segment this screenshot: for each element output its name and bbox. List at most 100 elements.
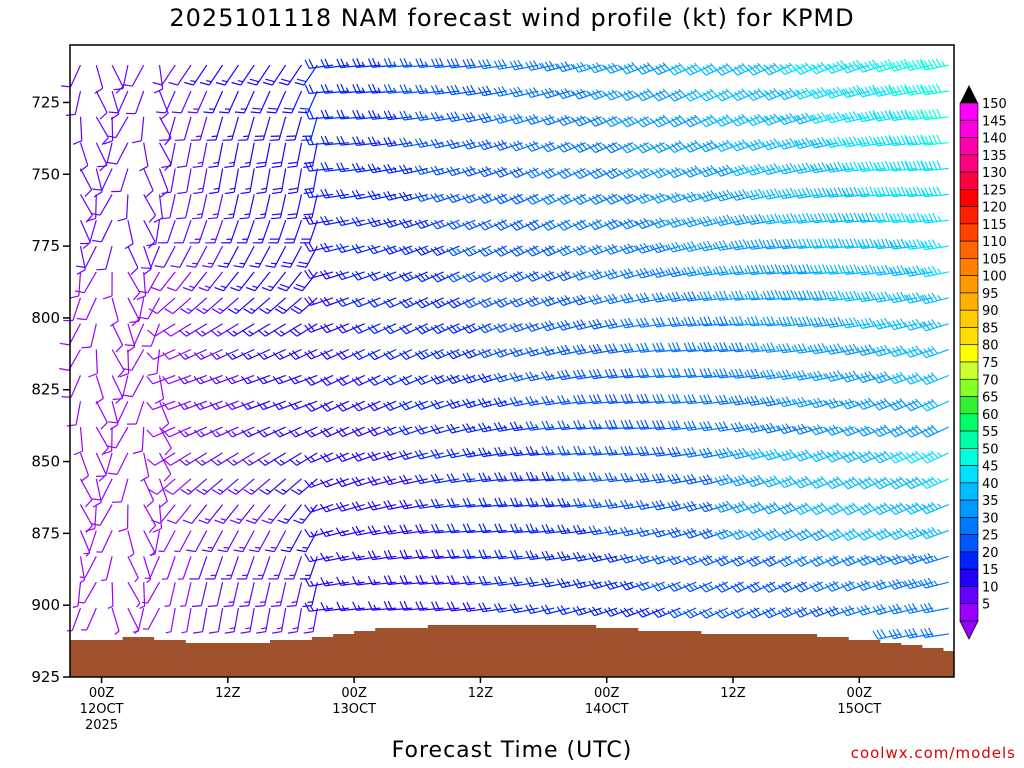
wind-barb [95,142,108,172]
wind-barb [746,447,776,460]
wind-barb [809,370,839,382]
wind-barb [746,88,776,102]
wind-barb [541,420,570,431]
wind-barb [446,271,476,283]
wind-barb [415,549,444,560]
wind-barb [132,607,145,633]
wind-barb [91,478,113,501]
wind-barb [367,136,397,147]
wind-barb [265,245,287,268]
credit-text[interactable]: coolwx.com/models [851,744,1016,762]
wind-barb [462,193,492,204]
wind-barb [604,218,634,230]
wind-barb [604,419,634,430]
wind-barb [106,116,129,139]
wind-barb [667,291,697,303]
wind-barb [778,342,807,354]
wind-barb [730,447,760,460]
wind-barb [158,90,169,120]
wind-barb [525,420,555,431]
wind-barb [856,344,886,356]
wind-barb [873,160,902,172]
wind-barb [540,87,571,99]
wind-barb [111,323,124,353]
wind-barb [557,471,586,482]
wind-barb [206,116,224,141]
wind-barb [509,113,539,125]
wind-barb [414,219,444,229]
wind-barb [193,168,208,195]
wind-barb [651,472,681,484]
wind-barb [777,606,807,619]
wind-barb [809,397,839,409]
wind-barb [398,191,428,202]
wind-barb [79,194,93,223]
wind-barb [730,164,760,177]
wind-barb [414,271,444,283]
wind-barb [154,375,165,405]
wind-barb [635,581,665,591]
colorbar-label: 15 [982,563,999,578]
wind-barb [140,452,150,482]
wind-barb [667,446,697,458]
wind-barb [166,271,192,292]
wind-barb [124,220,134,250]
wind-barb [151,504,176,524]
colorbar-label: 100 [982,270,1007,285]
wind-barb [335,323,365,334]
wind-barb [147,323,176,337]
wind-barb [541,577,571,588]
wind-barb [319,242,350,253]
wind-barb [151,271,176,292]
wind-barb [414,297,444,309]
wind-barb [746,474,776,488]
wind-barb [730,113,760,127]
wind-barb [351,501,381,512]
wind-barb [904,212,934,224]
wind-barb [415,111,444,121]
wind-barb [667,342,697,353]
wind-barb [478,602,507,613]
wind-barb [383,57,413,68]
wind-barb [180,297,208,315]
wind-barb [730,214,760,226]
wind-barb [604,498,634,509]
wind-barb [635,607,665,618]
wind-barb [746,264,776,276]
wind-barb [259,478,287,495]
wind-barb [304,323,334,333]
colorbar-swatch [959,137,979,156]
wind-barb [383,600,413,611]
wind-barb [94,64,104,94]
wind-barb [698,240,728,252]
wind-barb [856,370,886,384]
wind-barb [351,189,381,200]
wind-barb [230,271,255,292]
colorbar-label: 150 [982,97,1007,112]
wind-barb [652,419,681,431]
wind-barb [809,86,839,100]
wind-barb [636,419,665,430]
wind-barb [888,238,918,250]
wind-barb [367,83,397,94]
wind-barb [180,582,192,607]
wind-barb [158,400,170,431]
wind-barb [446,348,476,360]
wind-barb [809,238,839,249]
wind-barb [224,607,239,634]
wind-barb [856,317,886,329]
wind-barb [730,394,760,406]
wind-barb [162,374,192,385]
wind-barb [398,245,429,256]
wind-barb [168,64,192,86]
wind-barb [59,323,82,346]
wind-barb [525,295,555,308]
x-tick-label: 12Z [468,686,494,701]
wind-barb [746,342,776,353]
wind-barb [205,220,224,244]
wind-barb [161,142,176,168]
wind-barb [888,371,918,385]
wind-barb [398,474,428,485]
wind-barb [825,580,855,592]
wind-barb [888,554,918,566]
